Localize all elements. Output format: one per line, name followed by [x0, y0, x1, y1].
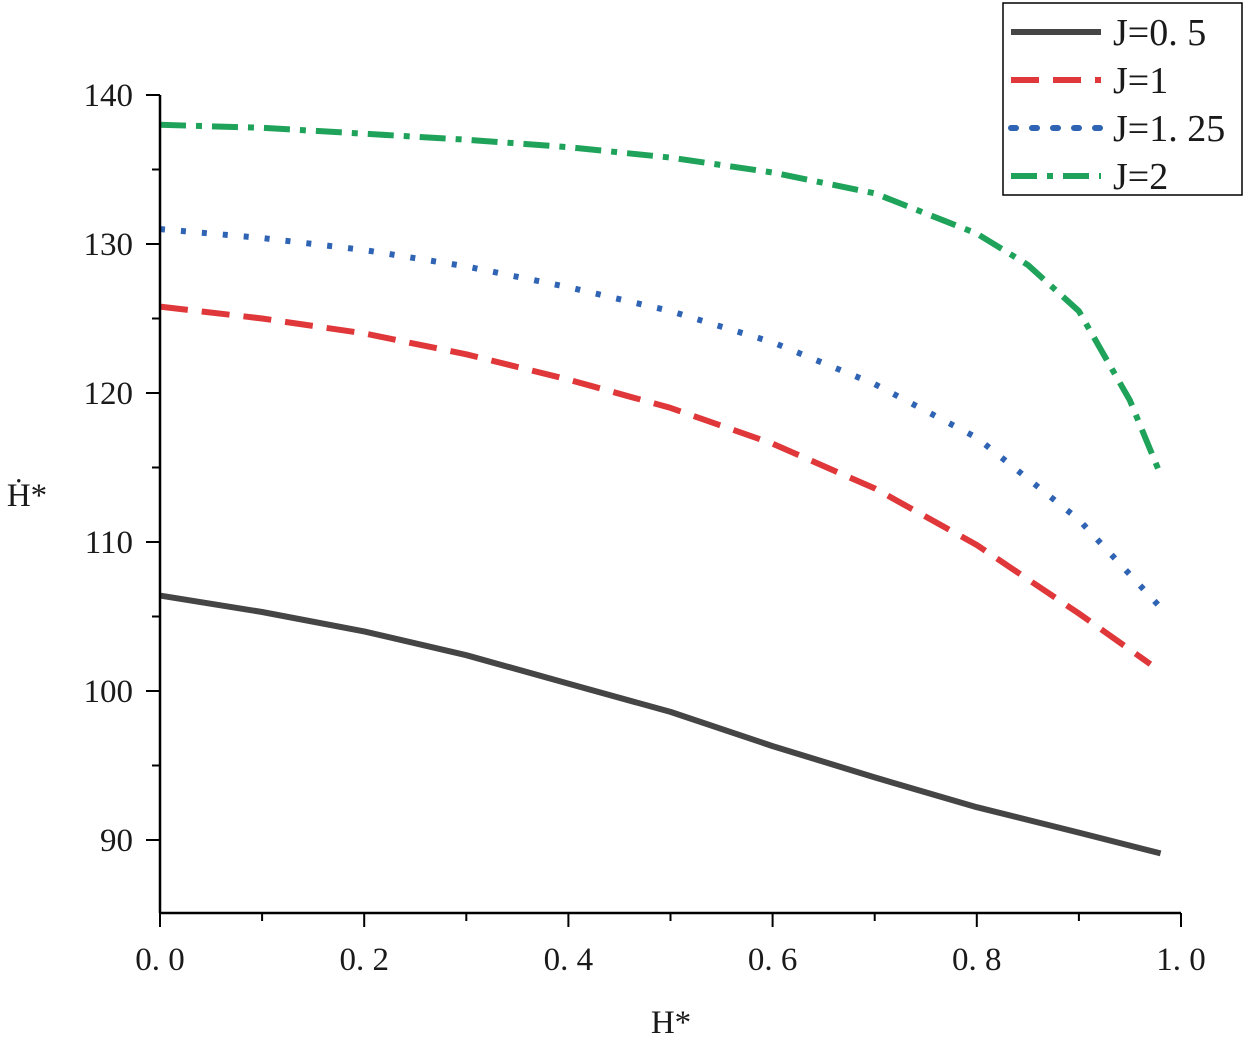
series-layer — [159, 121, 1164, 857]
legend-label: J=0. 5 — [1113, 12, 1206, 54]
x-tick-label: 0. 8 — [952, 942, 1002, 978]
axes: 0. 0 0. 2 0. 4 0. 6 0. 8 1. 0 90 100 110 120 130 14… — [84, 78, 1206, 978]
x-tick-label: 1. 0 — [1156, 942, 1206, 978]
y-tick-label: 130 — [84, 227, 134, 263]
y-tick-label: 100 — [84, 674, 134, 710]
x-tick-label: 0. 2 — [339, 942, 389, 978]
y-tick-label: 140 — [84, 78, 134, 114]
x-tick-label: 0. 4 — [544, 942, 594, 978]
y-tick-label: 110 — [85, 525, 133, 561]
legend-label: J=2 — [1113, 156, 1168, 198]
legend-item: J=1 — [1011, 60, 1168, 102]
y-tick-label: 90 — [100, 823, 133, 859]
series-line-2 — [159, 303, 1153, 667]
y-axis-title: Ḣ* — [7, 478, 47, 514]
legend: J=0. 5 J=1 J=1. 25 J=2 — [1002, 2, 1243, 198]
x-axis-title: H* — [651, 1005, 691, 1041]
x-tick-label: 0. 0 — [135, 942, 185, 978]
legend-label: J=1. 25 — [1113, 108, 1225, 150]
legend-item: J=0. 5 — [1011, 12, 1206, 54]
legend-item: J=1. 25 — [1008, 108, 1225, 150]
series-line-1 — [159, 592, 1162, 857]
legend-item: J=2 — [1011, 156, 1168, 198]
x-tick-label: 0. 6 — [748, 942, 798, 978]
y-tick-label: 120 — [84, 376, 134, 412]
series-line-4 — [159, 121, 1164, 477]
legend-label: J=1 — [1113, 60, 1168, 102]
ticks: 0. 0 0. 2 0. 4 0. 6 0. 8 1. 0 90 100 110 120 130 14… — [84, 78, 1206, 978]
series-line-3 — [159, 226, 1163, 610]
y-axis-title-text: Ḣ* — [7, 478, 47, 514]
